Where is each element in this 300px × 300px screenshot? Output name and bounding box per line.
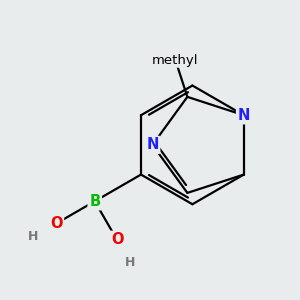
Text: B: B [89,194,100,209]
Text: H: H [28,230,38,243]
Text: O: O [111,232,123,247]
Text: H: H [125,256,136,269]
Text: N: N [146,137,159,152]
Text: methyl: methyl [152,54,199,67]
Text: N: N [238,108,250,123]
Text: O: O [50,216,62,231]
